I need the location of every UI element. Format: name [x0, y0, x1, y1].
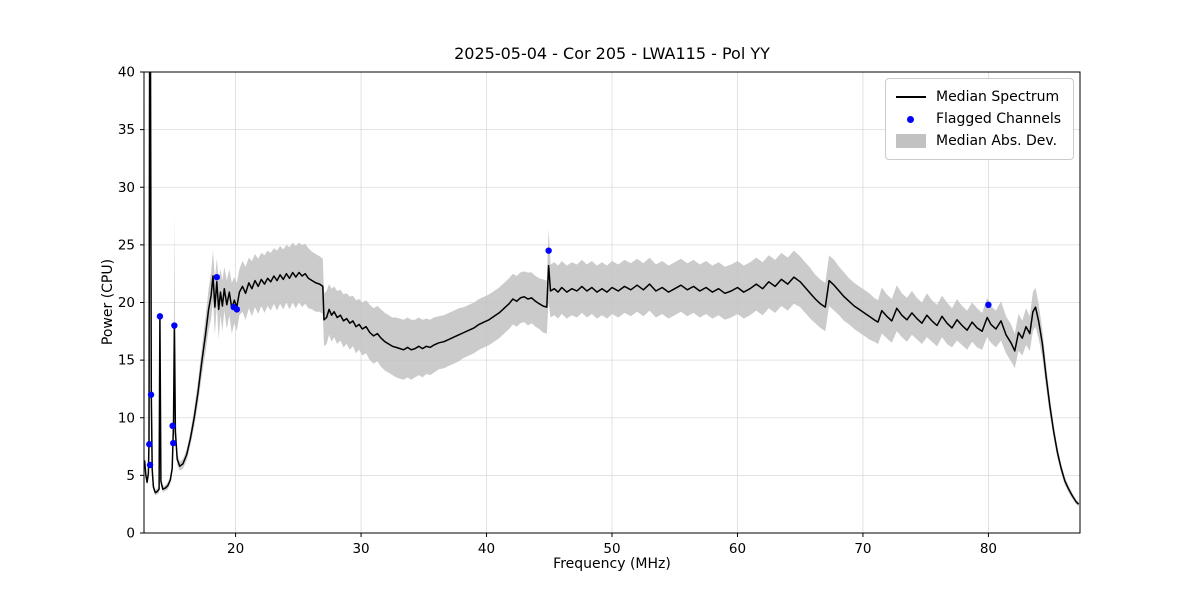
median-abs-dev-patch-icon	[895, 134, 926, 148]
svg-text:60: 60	[729, 541, 746, 557]
median-spectrum-line-icon	[895, 96, 926, 98]
svg-text:50: 50	[603, 541, 620, 557]
svg-text:30: 30	[118, 180, 135, 196]
svg-text:15: 15	[118, 353, 135, 369]
svg-text:20: 20	[227, 541, 244, 557]
legend-label: Median Spectrum	[935, 89, 1060, 105]
svg-text:35: 35	[118, 122, 135, 138]
x-axis-label: Frequency (MHz)	[553, 556, 671, 572]
svg-text:20: 20	[118, 295, 135, 311]
chart-title: 2025-05-04 - Cor 205 - LWA115 - Pol YY	[454, 44, 770, 63]
svg-text:10: 10	[118, 410, 135, 426]
legend-item-median-spectrum: Median Spectrum	[895, 86, 1061, 108]
legend-item-flagged-channels: Flagged Channels	[896, 108, 1061, 130]
legend: Median Spectrum Flagged Channels Median …	[884, 78, 1074, 160]
svg-text:25: 25	[118, 237, 135, 253]
svg-text:80: 80	[980, 541, 997, 557]
flagged-channels-dot-icon	[896, 115, 926, 123]
legend-label: Flagged Channels	[935, 111, 1061, 127]
legend-item-median-abs-dev: Median Abs. Dev.	[895, 130, 1061, 152]
svg-text:5: 5	[126, 468, 135, 484]
svg-text:40: 40	[478, 541, 495, 557]
y-axis-label: Power (CPU)	[100, 258, 116, 346]
svg-text:0: 0	[126, 526, 135, 542]
legend-label: Median Abs. Dev.	[935, 133, 1058, 149]
svg-text:30: 30	[352, 541, 369, 557]
svg-text:40: 40	[118, 65, 135, 81]
svg-text:70: 70	[854, 541, 871, 557]
